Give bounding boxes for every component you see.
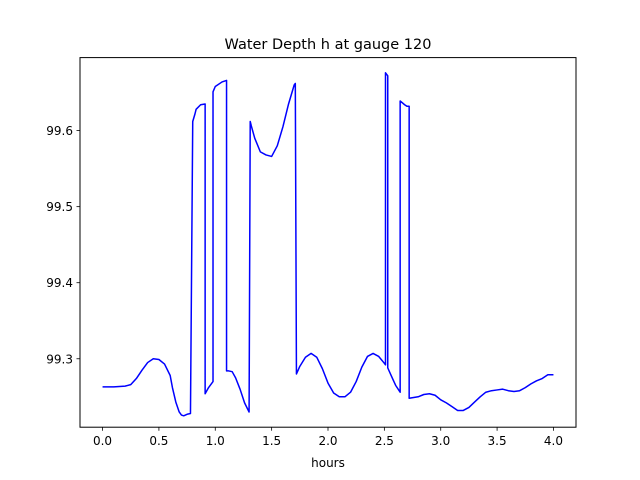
x-tick-label: 1.5 <box>262 434 281 448</box>
y-tick-label: 99.5 <box>46 200 73 214</box>
x-axis-label: hours <box>311 456 345 470</box>
x-tick-label: 4.0 <box>544 434 563 448</box>
x-tick-label: 3.5 <box>488 434 507 448</box>
x-tick-label: 2.5 <box>375 434 394 448</box>
plot-area <box>102 72 554 417</box>
x-tick-label: 3.0 <box>431 434 450 448</box>
series-line <box>102 72 554 417</box>
y-tick-label: 99.4 <box>46 276 73 290</box>
x-axis: 0.0 0.5 1.0 1.5 2.0 2.5 3.0 3.5 4.0 <box>93 427 563 448</box>
chart-title: Water Depth h at gauge 120 <box>225 37 432 53</box>
x-tick-label: 0.0 <box>93 434 112 448</box>
x-tick-label: 2.0 <box>318 434 337 448</box>
y-tick-label: 99.6 <box>46 124 73 138</box>
y-axis: 99.3 99.4 99.5 99.6 <box>46 124 80 366</box>
y-tick-label: 99.3 <box>46 352 73 366</box>
x-tick-label: 1.0 <box>206 434 225 448</box>
x-tick-label: 0.5 <box>149 434 168 448</box>
